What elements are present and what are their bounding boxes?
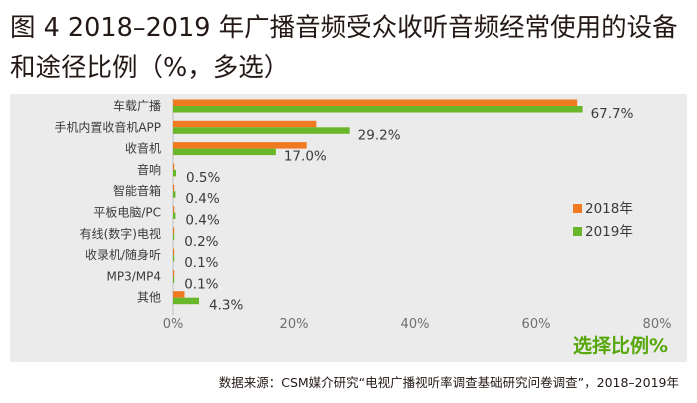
data-label-9: 4.3% <box>209 298 243 314</box>
bar-2018-9 <box>173 291 185 298</box>
category-label-3: 音响 <box>137 162 161 177</box>
category-label-7: 收录机/随身听 <box>85 247 161 262</box>
bar-2019-0 <box>173 106 583 113</box>
x-tick-label-0: 0% <box>163 317 184 332</box>
bar-2018-0 <box>173 99 578 106</box>
figure-title: 图 4 2018–2019 年广播音频受众收听音频经常使用的设备和途径比例（%，… <box>10 13 678 83</box>
x-tick-label-2: 40% <box>401 317 430 332</box>
bar-2019-3 <box>173 169 177 177</box>
category-label-0: 车载广播 <box>113 98 161 113</box>
bar-2018-8 <box>173 269 175 277</box>
legend-label-1: 2019年 <box>585 224 633 240</box>
data-label-0: 67.7% <box>591 106 634 122</box>
bar-2019-5 <box>173 212 176 219</box>
category-label-8: MP3/MP4 <box>107 269 162 283</box>
data-label-6: 0.2% <box>184 234 218 250</box>
bar-2018-7 <box>173 248 175 256</box>
data-label-2: 17.0% <box>284 149 327 165</box>
bar-2019-7 <box>173 255 175 262</box>
data-label-8: 0.1% <box>184 276 218 292</box>
x-axis-title: 选择比例% <box>573 334 668 357</box>
bar-2019-2 <box>173 148 276 156</box>
bar-2018-3 <box>173 163 175 170</box>
category-label-1: 手机内置收音机APP <box>54 119 161 134</box>
data-label-1: 29.2% <box>358 127 401 143</box>
bar-2018-6 <box>173 227 175 234</box>
bar-2019-8 <box>173 276 175 283</box>
bar-2018-5 <box>173 206 175 213</box>
legend-swatch-1 <box>573 227 582 236</box>
chart-panel: 车载广播 67.7% 手机内置收音机APP 29.2% 收音机 17.0% 音响 0.5% 智能… <box>10 94 687 362</box>
category-label-4: 智能音箱 <box>113 183 161 198</box>
bar-2019-4 <box>173 191 176 198</box>
x-tick-label-3: 60% <box>522 317 551 332</box>
bar-2019-1 <box>173 127 350 134</box>
bar-2019-6 <box>173 233 175 241</box>
bar-2018-1 <box>173 120 317 128</box>
data-label-3: 0.5% <box>186 170 220 186</box>
legend-label-0: 2018年 <box>585 201 633 217</box>
bar-2019-9 <box>173 297 200 305</box>
legend-swatch-0 <box>573 204 582 213</box>
bar-2018-2 <box>173 142 307 149</box>
data-source-note: 数据来源：CSM媒介研究“电视广播视听率调查基础研究问卷调查”，2018–201… <box>218 375 679 390</box>
category-label-2: 收音机 <box>125 141 161 156</box>
bar-chart: 车载广播 67.7% 手机内置收音机APP 29.2% 收音机 17.0% 音响 0.5% 智能… <box>54 98 672 357</box>
bar-2018-4 <box>173 184 175 192</box>
data-label-7: 0.1% <box>184 255 218 271</box>
category-label-5: 平板电脑/PC <box>93 206 161 220</box>
category-label-9: 其他 <box>137 291 161 305</box>
data-label-5: 0.4% <box>185 213 219 229</box>
data-label-4: 0.4% <box>185 191 219 207</box>
x-tick-label-1: 20% <box>280 317 309 332</box>
x-tick-label-4: 80% <box>643 317 672 332</box>
category-label-6: 有线(数字)电视 <box>80 226 161 241</box>
